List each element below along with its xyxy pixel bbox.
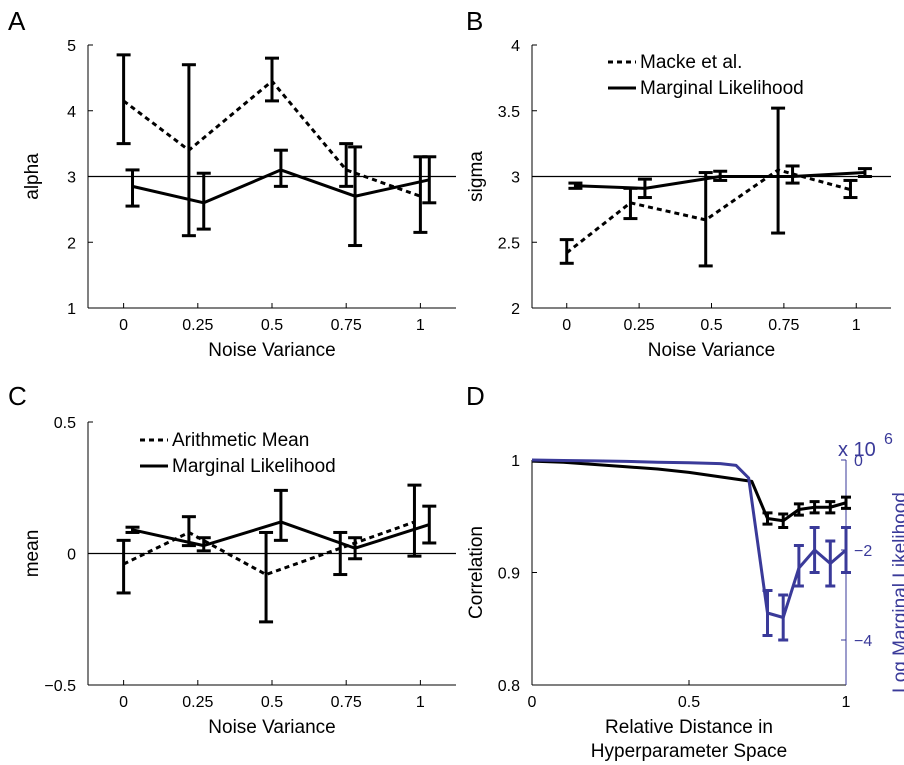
pd-series-1-line [531,458,847,619]
pc-y-tick-label: −0.5 [44,678,76,695]
panel-letter-a: A [8,6,26,36]
pb-x-tick-label: 0.5 [700,317,722,334]
pa-y-tick-label: 5 [67,38,76,55]
pb-legend-label: Marginal Likelihood [640,78,804,99]
pb-x-axis-label: Noise Variance [648,340,775,361]
panel-letter-c: C [8,381,27,411]
panel-d-plot: 0 0.5 1 0.8 0.9 1 Relative Distance in Hyperpar… [466,431,904,762]
pb-legend-label: Macke et al. [640,52,742,73]
pd-x-tick-label: 0.5 [678,694,700,711]
pa-y-tick-label: 4 [67,104,76,121]
pc-series-0-line [122,520,415,577]
panel-c: C 0 0.25 0.5 0.75 1 −0.5 0 0.5 Noise Variance mea… [8,381,456,738]
pa-y-tick-label: 1 [67,301,76,318]
pd-series-0-line [531,459,847,523]
pa-x-tick-label: 1 [416,317,425,334]
panel-b: B 0 0.25 0.5 0.75 1 2 2.5 3 3.5 4 Noise Variance si… [466,6,891,361]
pb-x-tick-label: 0.25 [624,317,655,334]
pd-exponent-label: x 10 [838,439,876,461]
pd-x-tick-label: 0 [528,694,537,711]
pb-x-tick-label: 0.75 [768,317,799,334]
pd-x-axis-label: Relative Distance in [605,717,773,738]
pc-y-axis-label: mean [22,530,43,578]
pa-x-tick-label: 0.25 [182,317,213,334]
pb-x-tick-label: 0 [562,317,571,334]
pb-y-tick-label: 4 [511,38,520,55]
pd-right-y-axis-label: Log Marginal Likelihood [890,492,904,693]
panel-letter-d: D [466,381,485,411]
pd-exponent-power: 6 [884,431,893,448]
pd-y-tick-label: 0.8 [498,678,520,695]
pb-y-tick-label: 2 [511,301,520,318]
pa-y-tick-label: 3 [67,170,76,187]
pd-right-y-tick-label: −2 [854,543,872,560]
panel-b-plot: 0 0.25 0.5 0.75 1 2 2.5 3 3.5 4 Noise Variance sigm… [466,38,891,361]
pc-x-axis-label: Noise Variance [208,717,335,738]
pd-right-y-tick-label: 0 [854,453,863,470]
pb-y-tick-label: 3.5 [498,104,520,121]
pb-y-tick-label: 3 [511,170,520,187]
pb-y-tick-label: 2.5 [498,235,520,252]
pc-x-tick-label: 0.25 [182,694,213,711]
pc-legend-label: Marginal Likelihood [172,456,336,477]
pd-y-tick-label: 1 [511,453,520,470]
pa-y-axis-label: alpha [22,153,43,200]
panel-c-plot: 0 0.25 0.5 0.75 1 −0.5 0 0.5 Noise Variance mean A… [22,415,456,738]
pb-x-tick-label: 1 [852,317,861,334]
pa-y-tick-label: 2 [67,235,76,252]
pb-series-0-line [565,168,851,254]
pc-x-tick-label: 0.5 [261,694,283,711]
panel-letter-b: B [466,6,483,36]
pc-legend-label: Arithmetic Mean [172,430,309,451]
pa-x-tick-label: 0.5 [261,317,283,334]
pd-y-axis-label: Correlation [466,526,487,619]
pc-y-tick-label: 0 [67,547,76,564]
pc-y-tick-label: 0.5 [54,415,76,432]
panel-a: A 0 0.25 0.5 0.75 1 1 2 3 4 5 Noise Variance alpha [8,6,456,361]
pd-y-tick-label: 0.9 [498,566,520,583]
panel-a-plot: 0 0.25 0.5 0.75 1 1 2 3 4 5 Noise Variance alpha [22,38,456,361]
pd-x-axis-label: Hyperparameter Space [591,741,787,762]
pc-x-tick-label: 0.75 [331,694,362,711]
pb-y-axis-label: sigma [466,151,487,202]
pa-x-tick-label: 0 [119,317,128,334]
pd-x-tick-label: 1 [842,694,851,711]
pc-x-tick-label: 1 [416,694,425,711]
pd-right-y-tick-label: −4 [854,633,872,650]
pa-x-axis-label: Noise Variance [208,340,335,361]
pc-x-tick-label: 0 [119,694,128,711]
pa-x-tick-label: 0.75 [331,317,362,334]
panel-d: D 0 0.5 1 0.8 0.9 1 Relative Distance in Hyperp… [466,381,904,762]
